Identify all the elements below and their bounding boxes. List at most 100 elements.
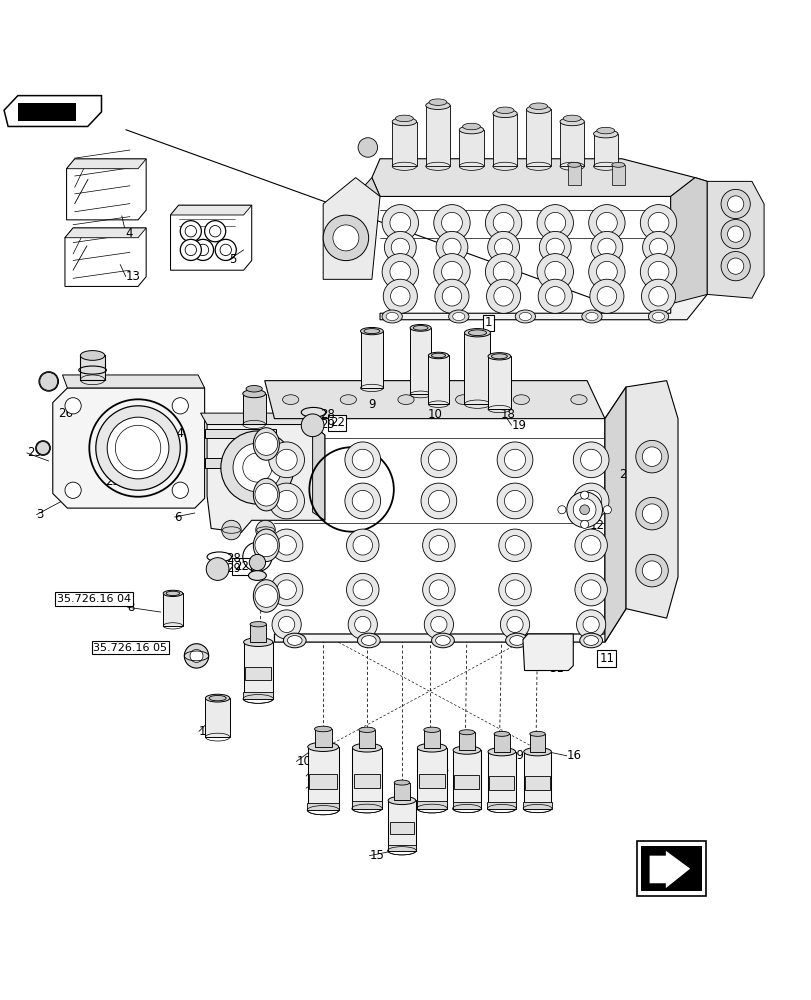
Bar: [307, 747, 338, 810]
Text: 5: 5: [229, 253, 236, 266]
Circle shape: [573, 498, 595, 521]
Circle shape: [277, 536, 296, 555]
Circle shape: [277, 580, 296, 599]
Ellipse shape: [423, 727, 440, 732]
Text: 6: 6: [174, 511, 182, 524]
Text: 35.726.16 04: 35.726.16 04: [57, 594, 131, 604]
Text: 7: 7: [185, 649, 192, 662]
Bar: [80, 355, 105, 380]
Circle shape: [580, 449, 601, 470]
Bar: [205, 698, 230, 737]
Polygon shape: [264, 381, 604, 419]
Bar: [522, 802, 551, 809]
Text: 13: 13: [126, 270, 140, 283]
Bar: [464, 333, 490, 404]
Circle shape: [249, 554, 265, 571]
Text: 24: 24: [169, 427, 183, 440]
Bar: [352, 748, 381, 809]
Ellipse shape: [647, 310, 667, 323]
Bar: [242, 692, 273, 699]
Bar: [458, 732, 474, 750]
Circle shape: [597, 238, 616, 256]
Bar: [309, 774, 337, 789]
Ellipse shape: [250, 622, 266, 627]
Circle shape: [354, 616, 371, 633]
Circle shape: [539, 231, 570, 263]
Circle shape: [498, 529, 530, 562]
Ellipse shape: [585, 312, 597, 321]
Circle shape: [436, 231, 467, 263]
Ellipse shape: [464, 329, 490, 337]
Text: 28: 28: [320, 408, 334, 421]
Circle shape: [65, 482, 81, 498]
Circle shape: [496, 483, 532, 519]
Circle shape: [504, 449, 525, 470]
Circle shape: [580, 490, 601, 512]
Ellipse shape: [307, 742, 338, 751]
Circle shape: [642, 231, 674, 263]
Circle shape: [487, 231, 519, 263]
Circle shape: [566, 492, 602, 528]
Ellipse shape: [529, 103, 547, 109]
Bar: [351, 801, 382, 809]
Ellipse shape: [492, 109, 517, 118]
Circle shape: [536, 205, 573, 241]
Circle shape: [485, 254, 521, 290]
Bar: [428, 355, 448, 404]
Circle shape: [582, 616, 599, 633]
Ellipse shape: [459, 126, 483, 134]
Bar: [410, 328, 431, 394]
Polygon shape: [170, 205, 251, 215]
Circle shape: [504, 536, 524, 555]
Polygon shape: [323, 178, 380, 279]
Circle shape: [580, 520, 588, 528]
Circle shape: [36, 441, 50, 455]
Ellipse shape: [563, 115, 581, 122]
Ellipse shape: [567, 162, 580, 167]
Circle shape: [635, 440, 667, 473]
Circle shape: [642, 504, 661, 523]
Circle shape: [640, 205, 676, 241]
Ellipse shape: [253, 580, 279, 612]
Circle shape: [272, 610, 301, 639]
Bar: [358, 730, 375, 748]
Circle shape: [496, 442, 532, 478]
Circle shape: [642, 447, 661, 466]
Text: 31: 31: [548, 662, 563, 675]
Circle shape: [301, 414, 324, 437]
Circle shape: [640, 254, 676, 290]
Ellipse shape: [496, 107, 513, 114]
Ellipse shape: [393, 780, 410, 785]
Bar: [641, 846, 701, 891]
Circle shape: [382, 254, 418, 290]
Bar: [452, 802, 481, 809]
Circle shape: [574, 573, 607, 606]
Ellipse shape: [425, 101, 449, 109]
Circle shape: [442, 287, 461, 306]
Bar: [243, 642, 272, 699]
Text: 3: 3: [36, 508, 44, 521]
Text: 2: 2: [618, 468, 625, 481]
Bar: [611, 165, 624, 185]
Polygon shape: [274, 387, 625, 642]
Circle shape: [545, 287, 564, 306]
Circle shape: [647, 261, 668, 282]
Circle shape: [435, 279, 469, 313]
Circle shape: [589, 279, 623, 313]
Circle shape: [390, 287, 410, 306]
Text: 16: 16: [566, 749, 581, 762]
Bar: [389, 822, 414, 834]
Circle shape: [420, 483, 456, 519]
Ellipse shape: [570, 395, 586, 405]
Ellipse shape: [243, 638, 272, 646]
Ellipse shape: [253, 478, 279, 511]
Circle shape: [185, 244, 196, 256]
Circle shape: [209, 226, 221, 237]
Circle shape: [242, 453, 272, 482]
Circle shape: [641, 279, 675, 313]
Text: 16: 16: [247, 672, 262, 685]
Circle shape: [255, 534, 277, 557]
Circle shape: [115, 425, 161, 471]
Ellipse shape: [361, 636, 375, 645]
Ellipse shape: [248, 571, 266, 580]
